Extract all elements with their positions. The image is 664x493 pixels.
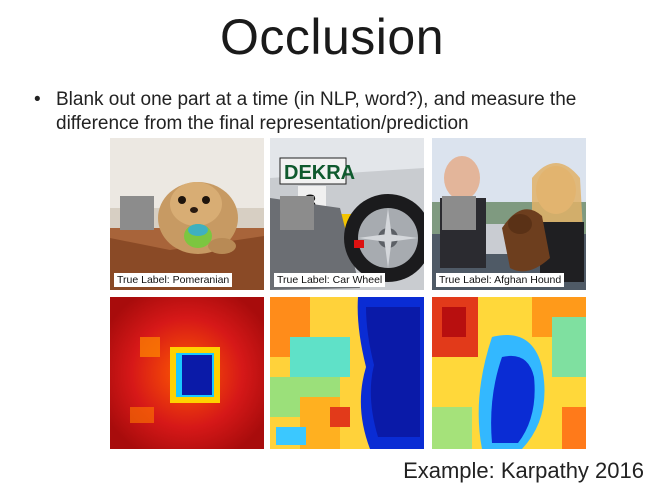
true-label-car-wheel: True Label: Car Wheel xyxy=(274,273,386,287)
true-label-pomeranian: True Label: Pomeranian xyxy=(114,273,233,287)
citation-footer: Example: Karpathy 2016 xyxy=(403,458,644,483)
slide-title: Occlusion xyxy=(219,9,445,65)
car-wheel-photo: DEKRA 8 True Label: Car Wheel xyxy=(270,138,424,290)
bullet-text: Blank out one part at a time (in NLP, wo… xyxy=(56,89,577,134)
true-label-afghan-hound: True Label: Afghan Hound xyxy=(436,273,565,287)
occluder-patch xyxy=(442,196,476,230)
occluder-patch xyxy=(120,196,154,230)
heatmap-pomeranian xyxy=(110,297,264,449)
bullet-point: • Blank out one part at a time (in NLP, … xyxy=(34,88,638,136)
heatmap-afghan-hound xyxy=(432,297,586,449)
heatmap-car-wheel xyxy=(270,297,424,449)
occluder-patch xyxy=(280,196,314,230)
pomeranian-photo: True Label: Pomeranian xyxy=(110,138,264,290)
dekra-sign: DEKRA xyxy=(284,162,355,184)
afghan-hound-photo: True Label: Afghan Hound xyxy=(432,138,586,290)
bullet-marker: • xyxy=(34,89,41,110)
